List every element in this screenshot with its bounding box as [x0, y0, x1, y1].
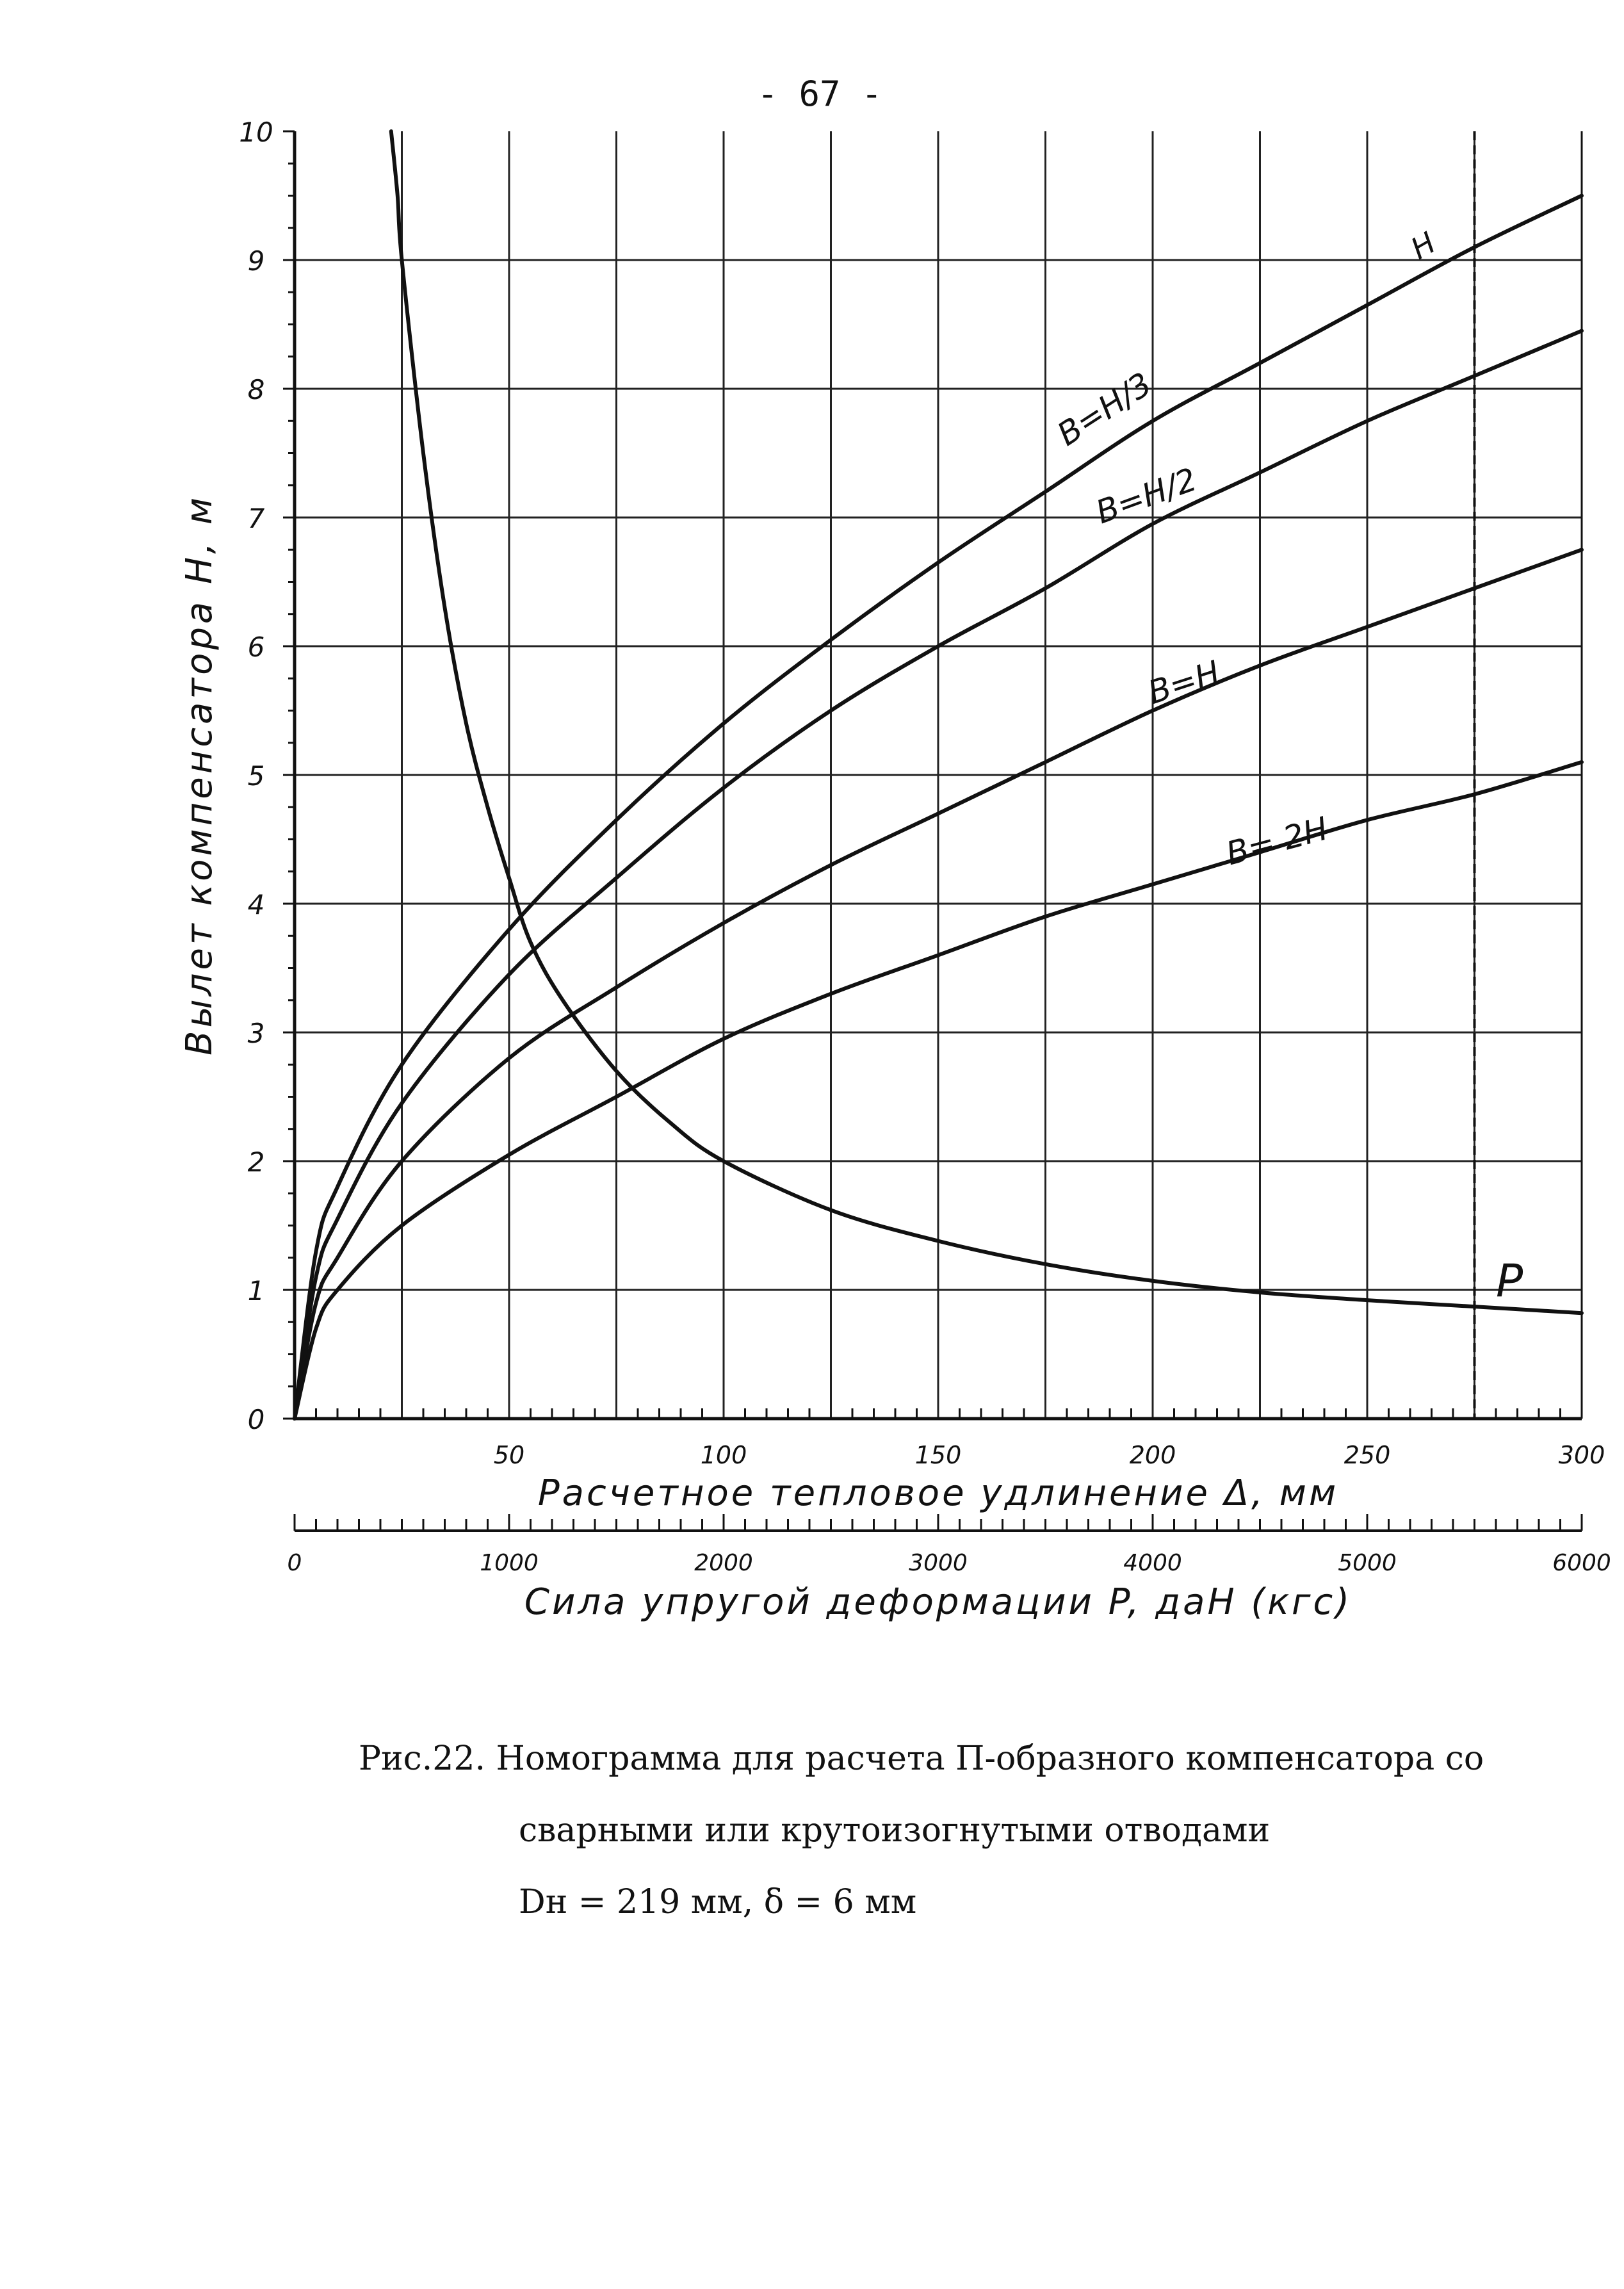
x-axis-label: Расчетное тепловое удлинение Δ, мм: [538, 1472, 1338, 1514]
y-tick-label: 4: [248, 889, 265, 920]
force-tick-label: 5000: [1338, 1550, 1397, 1576]
series-line-b-h-3: [293, 193, 1584, 1421]
x-tick-label: 50: [494, 1441, 524, 1469]
series-label-b-h: B=H: [1144, 654, 1224, 712]
caption-line-1: Рис.22. Номограмма для расчета П-образно…: [359, 1739, 1484, 1778]
force-tick-label: 2000: [694, 1550, 753, 1576]
series-line-p: [389, 129, 1584, 1316]
y-tick-label: 5: [248, 760, 265, 792]
series-line-b-h-2: [293, 329, 1584, 1421]
page-number: - 67 -: [757, 74, 882, 114]
y-axis-label: Вылет компенсатора H, м: [179, 494, 220, 1055]
axes: 0 1 2 3 4 5 6 7 8 9 10 50 100 150 200 250 300 Расчетное т…: [179, 117, 1611, 1623]
y-tick-label: 1: [248, 1275, 265, 1307]
force-tick-label: 3000: [909, 1550, 968, 1576]
y-tick-label: 7: [248, 503, 265, 534]
y-tick-label: 8: [248, 374, 265, 405]
series-label-p: P: [1496, 1255, 1523, 1307]
force-tick-label: 0: [288, 1550, 302, 1576]
caption-line-2: сварными или крутоизогнутыми отводами: [519, 1811, 1271, 1850]
curves: [293, 129, 1584, 1421]
series-label-b-h-2: B=H/2: [1091, 460, 1201, 531]
x-tick-label: 150: [915, 1441, 962, 1469]
curve-labels: B=H/3HB=H/2B=HB= 2HP: [1051, 225, 1523, 1307]
force-tick-label: 1000: [480, 1550, 539, 1576]
y-tick-label: 0: [248, 1404, 265, 1435]
force-tick-label: 4000: [1123, 1550, 1182, 1576]
y-tick-label: 3: [248, 1018, 265, 1049]
series-label-b-2h: B= 2H: [1222, 810, 1332, 872]
y-tick-label: 9: [248, 245, 265, 277]
y-tick-label: 2: [248, 1146, 265, 1178]
grid: [295, 131, 1582, 1419]
figure-caption: Рис.22. Номограмма для расчета П-образно…: [359, 1723, 1575, 1938]
caption-line-3: Dн = 219 мм, δ = 6 мм: [519, 1883, 917, 1921]
series-label-b-h-3: B=H/3: [1051, 365, 1158, 453]
force-tick-label: 6000: [1552, 1550, 1611, 1576]
x-tick-label: 300: [1559, 1441, 1605, 1469]
force-axis-label: Сила упругой деформации P, даН (кгс): [524, 1581, 1352, 1623]
y-tick-label: 10: [239, 117, 273, 148]
y-tick-label: 6: [248, 631, 265, 663]
x-tick-label: 100: [701, 1441, 747, 1469]
x-tick-label: 250: [1344, 1441, 1391, 1469]
series-line-b-h: [293, 548, 1584, 1421]
x-tick-label: 200: [1130, 1441, 1176, 1469]
series-line-b-2h: [293, 760, 1584, 1421]
